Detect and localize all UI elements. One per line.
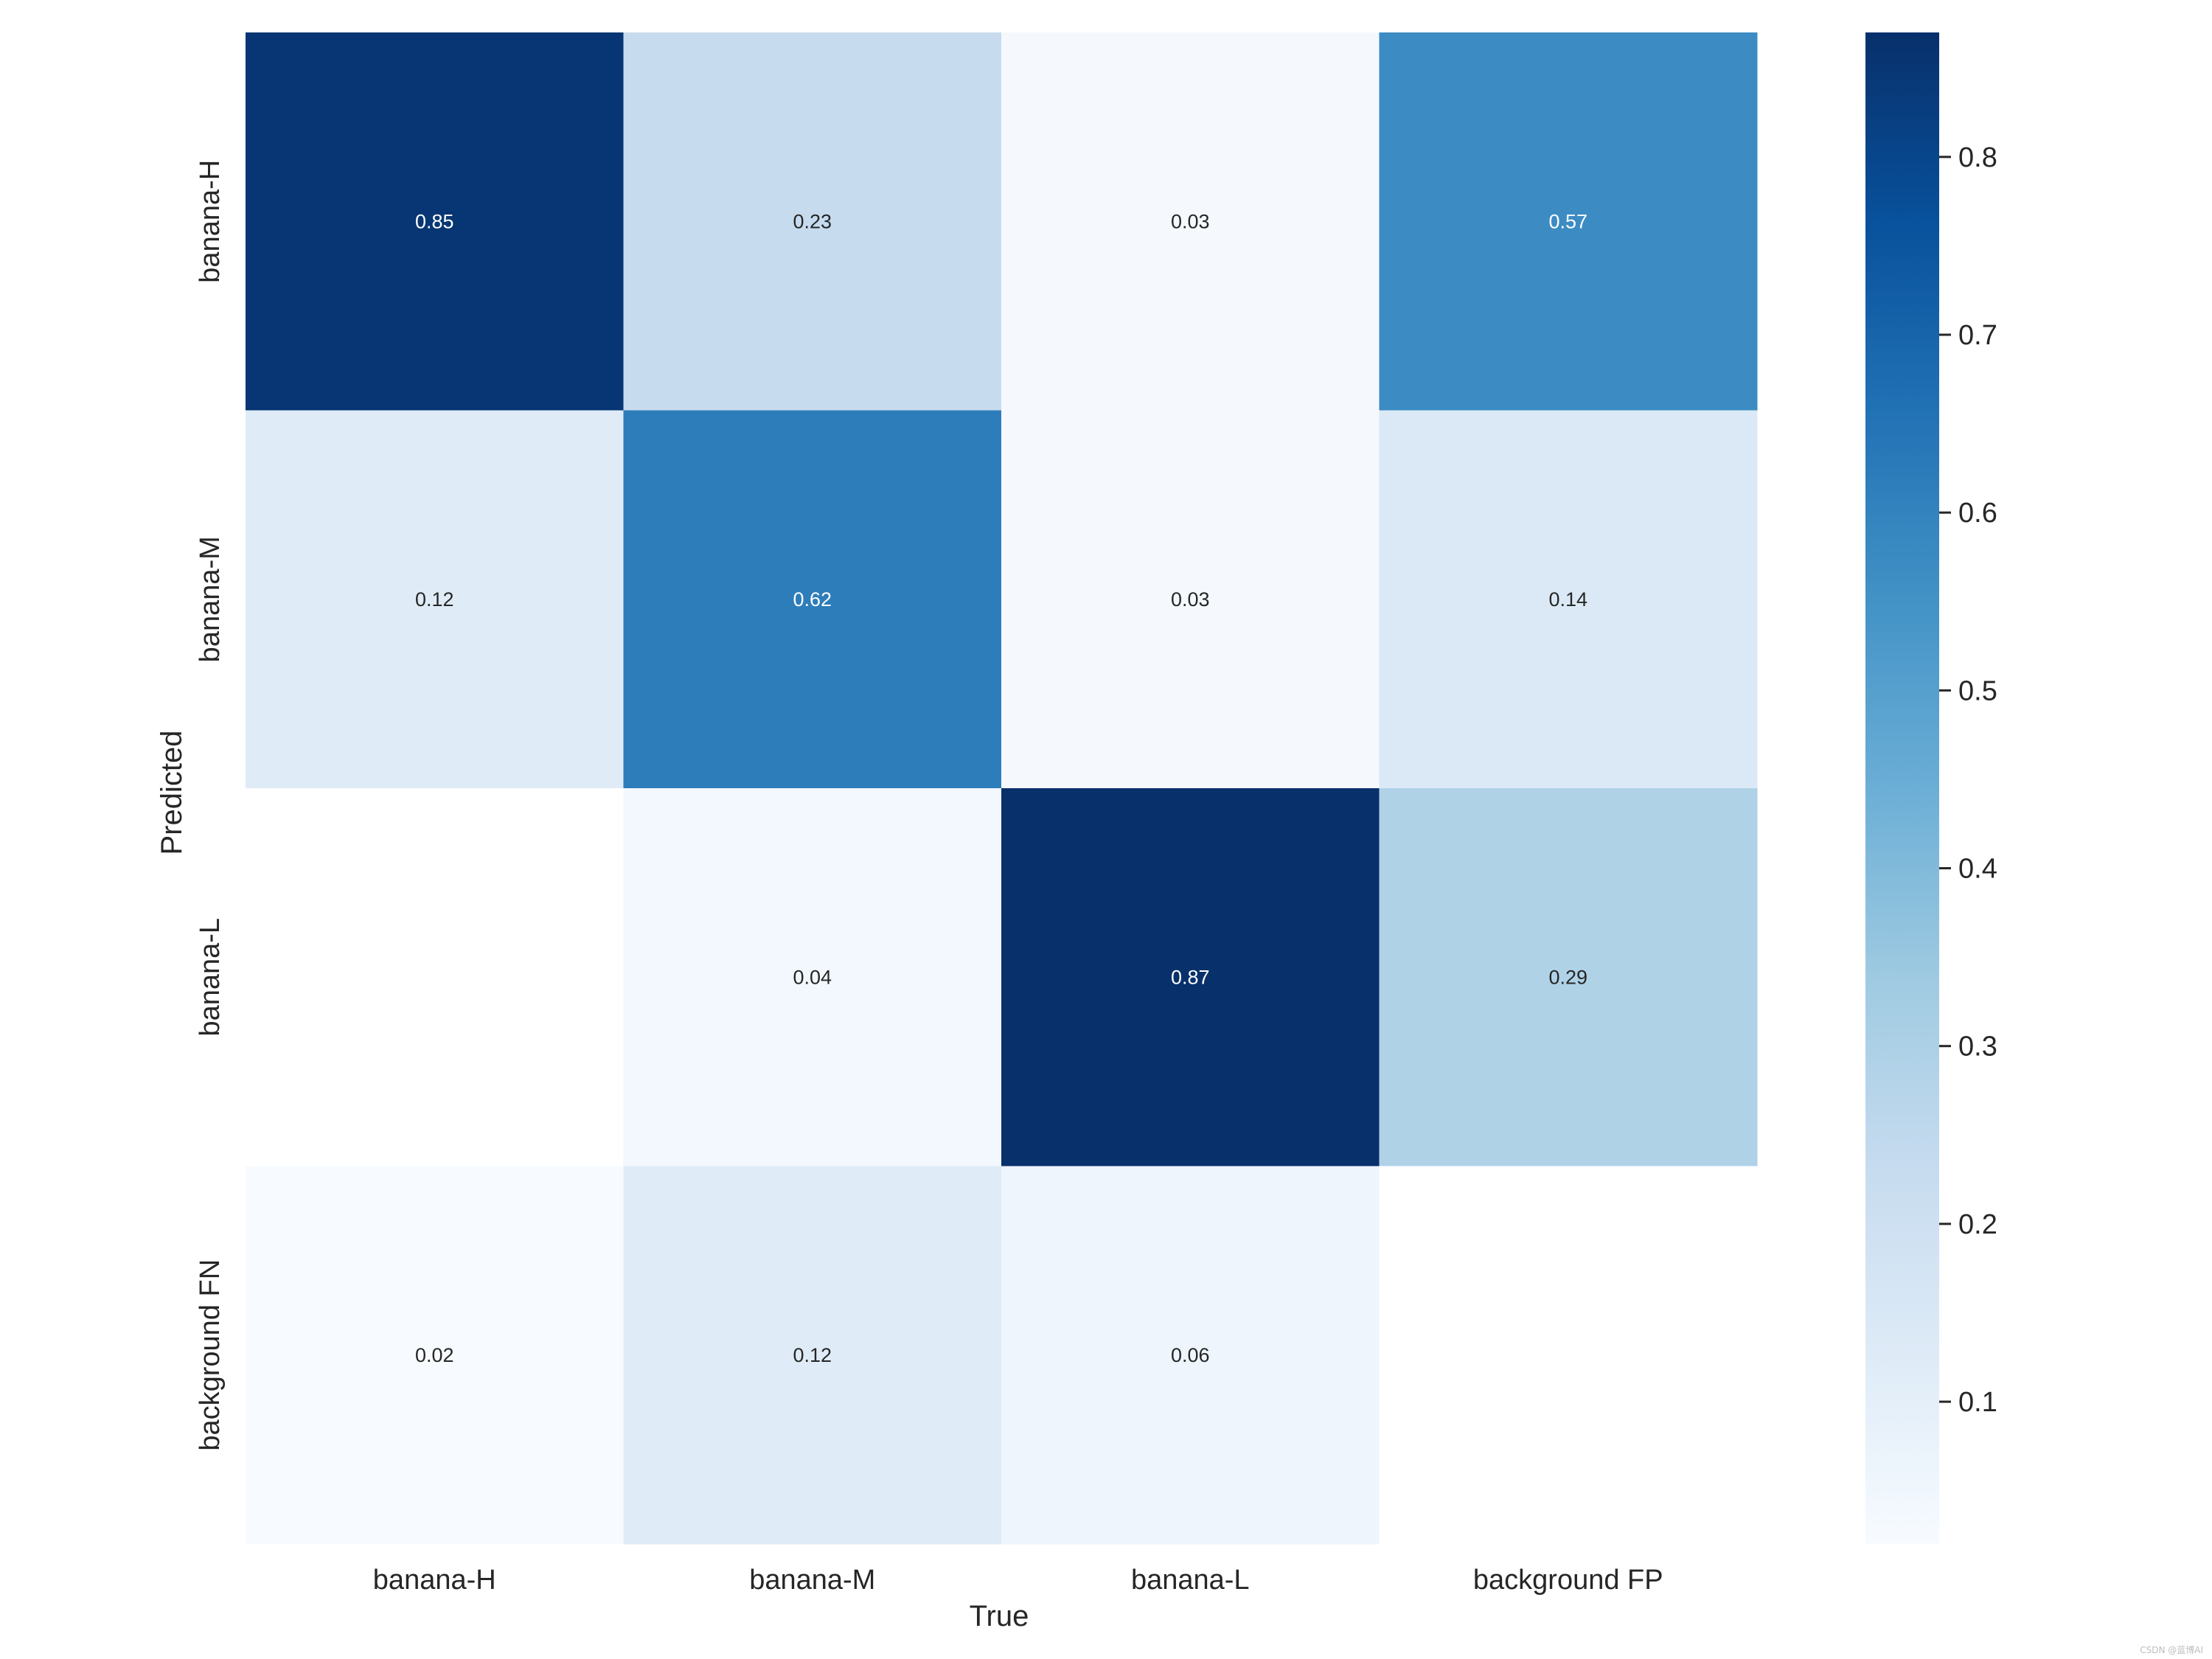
y-axis-title: Predicted <box>156 731 188 855</box>
y-tick-label: banana-L <box>195 918 226 1037</box>
colorbar-tick-label: 0.1 <box>1958 1387 1997 1418</box>
colorbar <box>1865 32 1939 1544</box>
colorbar-tick-label: 0.8 <box>1958 142 1997 173</box>
colorbar-tick-label: 0.5 <box>1958 675 1997 706</box>
cell-value-label: 0.06 <box>1171 1344 1210 1366</box>
cell-value-label: 0.29 <box>1548 966 1587 988</box>
x-tick-label: banana-H <box>373 1565 496 1596</box>
y-tick-label: banana-M <box>195 536 226 662</box>
y-tick-label: banana-H <box>195 160 226 283</box>
colorbar-tick-label: 0.3 <box>1958 1032 1997 1062</box>
cell-value-label: 0.02 <box>415 1344 454 1366</box>
cell-value-label: 0.03 <box>1171 588 1210 611</box>
colorbar-tick-label: 0.7 <box>1958 320 1997 351</box>
cell-value-label: 0.12 <box>415 588 454 611</box>
x-tick-labels: banana-H banana-M banana-L background FP <box>373 1565 1663 1596</box>
cell-value-label: 0.23 <box>793 210 832 232</box>
cell-value-label: 0.12 <box>793 1344 832 1366</box>
heatmap-cell <box>1380 1166 1758 1545</box>
colorbar-tick-label: 0.2 <box>1958 1209 1997 1240</box>
cell-value-label: 0.87 <box>1171 966 1210 988</box>
heatmap-cell <box>246 788 624 1166</box>
x-tick-label: background FP <box>1473 1565 1663 1596</box>
x-axis-title: True <box>970 1600 1029 1632</box>
watermark: CSDN @蓝博AI <box>2140 1644 2203 1656</box>
colorbar-ticks: 0.1 0.2 0.3 0.4 0.5 0.6 0.7 0.8 <box>1939 142 1997 1418</box>
colorbar-tick-label: 0.6 <box>1958 498 1997 529</box>
y-tick-label: background FN <box>195 1259 226 1451</box>
cell-value-label: 0.04 <box>793 966 832 988</box>
cell-value-label: 0.85 <box>415 210 454 232</box>
colorbar-tick-label: 0.4 <box>1958 854 1997 885</box>
cell-value-label: 0.14 <box>1548 588 1587 611</box>
y-tick-labels: banana-H banana-M banana-L background FN <box>195 160 226 1451</box>
cell-value-label: 0.62 <box>793 588 832 611</box>
cell-value-label: 0.03 <box>1171 210 1210 232</box>
heatmap-cells <box>246 32 1758 1545</box>
x-tick-label: banana-M <box>749 1565 875 1596</box>
cell-value-label: 0.57 <box>1548 210 1587 232</box>
x-tick-label: banana-L <box>1131 1565 1250 1596</box>
